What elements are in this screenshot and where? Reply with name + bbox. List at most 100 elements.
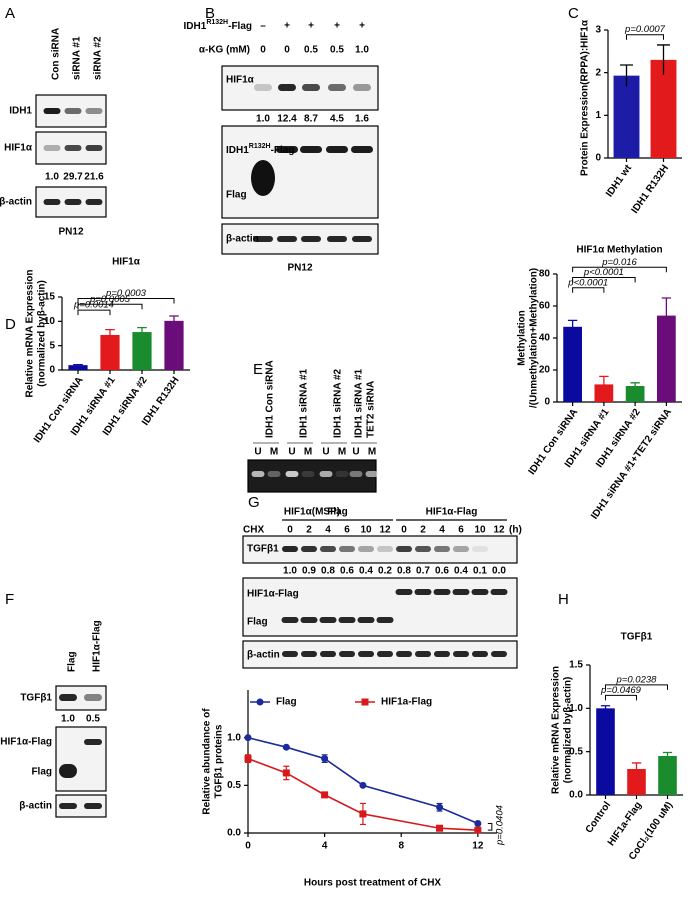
row-label: HIF1α: [4, 143, 33, 154]
blot-band: [253, 236, 273, 242]
y-axis-label: /(Unmethylation+Methylation): [529, 268, 540, 408]
blot-band: [376, 617, 394, 623]
significance-bracket: [572, 287, 605, 293]
row-label: HIF1α-Flag: [0, 737, 52, 748]
lane-um: M: [368, 447, 376, 458]
bar: [650, 59, 677, 158]
blot-band: [300, 617, 318, 623]
y-tick-label: 60: [539, 301, 551, 312]
blot-band: [59, 803, 77, 809]
lane-label: Flag: [67, 651, 78, 672]
blot-band: [434, 651, 450, 657]
band-quant: 0.9: [302, 566, 316, 577]
blot-band: [282, 546, 298, 552]
x-tick-label: 0: [245, 841, 251, 852]
cell-line: PN12: [58, 227, 83, 238]
blot-band: [300, 146, 322, 153]
point: [436, 803, 444, 811]
time-label: 6: [344, 525, 350, 536]
lane-label: IDH1 Con siRNA: [265, 360, 276, 438]
band-quant: 0.6: [340, 566, 354, 577]
blot-band: [251, 160, 275, 196]
band-quant: 0.2: [378, 566, 392, 577]
band-quant: 1.0: [45, 172, 59, 183]
y-tick-label: 5: [49, 340, 55, 351]
p-value: p=0.0404: [494, 805, 505, 846]
blot-band: [327, 236, 347, 242]
blot-band: [491, 651, 507, 657]
construct-sup: R132H: [206, 19, 228, 26]
row-label: IDH1: [9, 106, 32, 117]
lane-um: U: [288, 447, 295, 458]
construct-name: IDH1: [184, 21, 207, 32]
point: [244, 734, 252, 742]
lane-label: siRNA #1: [72, 36, 83, 80]
row-label: HIF1α: [226, 75, 255, 86]
blot-band: [365, 471, 379, 477]
gel-caption: HIF1α(MSP): [284, 507, 340, 518]
blot-band: [43, 145, 61, 151]
error-bar: [661, 297, 672, 334]
blot-band: [353, 84, 371, 91]
error-bar: [600, 705, 611, 711]
band-quant: 0.6: [435, 566, 449, 577]
bar: [613, 75, 640, 158]
bar: [132, 332, 152, 370]
blot-band: [351, 146, 373, 153]
y-axis-label: Protein Expression(RPPA):HIF1α: [580, 19, 591, 176]
band-quant: 29.7: [63, 172, 83, 183]
chart-title: HIF1α Methylation: [576, 245, 662, 256]
blot-band: [434, 546, 450, 552]
treatment-sign: +: [284, 21, 290, 32]
blot-band: [64, 145, 82, 151]
y-axis-label: Relative abundance of: [202, 708, 213, 815]
point: [244, 755, 252, 763]
blot-band: [452, 589, 470, 595]
legend-marker: [256, 698, 264, 706]
point: [359, 810, 367, 818]
blot-band: [282, 651, 298, 657]
cell-line: PN12: [287, 263, 312, 274]
blot-band: [352, 236, 372, 242]
blot-band: [472, 651, 488, 657]
panel-label: F: [5, 591, 14, 608]
blot-band: [301, 546, 317, 552]
blot-band: [59, 764, 77, 778]
blot-band: [301, 651, 317, 657]
legend-marker: [361, 698, 369, 706]
blot-band: [349, 471, 363, 477]
point: [474, 819, 482, 827]
time-label: 2: [306, 525, 312, 536]
p-value: p=0.0238: [616, 674, 658, 685]
band-quant: 1.6: [355, 114, 369, 125]
p-value: p=0.0469: [600, 685, 642, 696]
point: [321, 755, 329, 763]
x-tick-label: 4: [322, 841, 328, 852]
blot-band: [84, 739, 102, 745]
panel-label: A: [5, 5, 15, 22]
blot-band: [43, 108, 61, 114]
p-value: p<0.0001: [583, 267, 624, 278]
bar: [68, 365, 88, 370]
blot-band: [472, 546, 488, 552]
blot-band: [85, 199, 103, 205]
error-bar: [630, 382, 640, 390]
significance-bracket: [77, 303, 143, 310]
y-tick-label: 3: [595, 25, 601, 36]
lane-label: HIF1α-Flag: [92, 620, 103, 672]
blot-band: [59, 694, 77, 701]
y-tick-label: 0.5: [227, 780, 241, 791]
blot-band: [377, 651, 393, 657]
blot-band: [395, 589, 413, 595]
bar: [658, 756, 677, 795]
panel-label: G: [248, 494, 260, 511]
y-tick-label: 2: [595, 67, 601, 78]
row-label: β-actin: [247, 650, 280, 661]
construct-suffix: -Flag: [271, 145, 295, 156]
bar: [563, 326, 582, 402]
blot-band: [301, 236, 321, 242]
blot-band: [453, 651, 469, 657]
row-label: TGFβ1: [247, 544, 279, 555]
point: [436, 824, 444, 832]
blot-band: [357, 617, 375, 623]
